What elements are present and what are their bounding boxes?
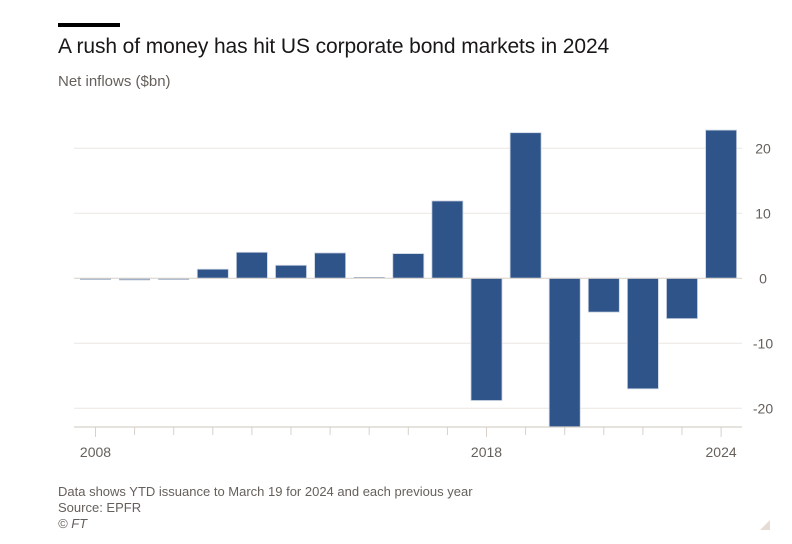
y-tick-label: 20 (755, 140, 771, 156)
y-tick-label: 10 (755, 205, 771, 221)
bar-2011 (196, 268, 229, 279)
copyright: © FT (58, 516, 88, 531)
bar-2009 (119, 278, 151, 281)
x-tick-label: 2024 (706, 444, 737, 460)
y-tick-label: -10 (753, 335, 773, 351)
resize-handle-icon[interactable] (760, 520, 770, 530)
bar-2023 (666, 277, 698, 319)
bar-2022 (627, 277, 659, 390)
bar-2012 (235, 251, 268, 279)
y-tick-label: -20 (753, 400, 773, 416)
footnote: Data shows YTD issuance to March 19 for … (58, 484, 473, 499)
chart-title: A rush of money has hit US corporate bon… (58, 35, 610, 58)
bar-2020 (548, 277, 581, 428)
bar-2018 (470, 277, 503, 401)
bar-2019 (509, 132, 542, 279)
y-tick-label: 0 (759, 270, 767, 286)
x-axis: 2008 2018 2024 (74, 426, 742, 460)
ft-title-rule (58, 23, 120, 27)
bar-2010 (158, 278, 190, 280)
x-tick-label: 2008 (80, 444, 111, 460)
bar-2016 (392, 253, 425, 279)
bar-2013 (275, 264, 307, 279)
y-axis-labels: 20 10 0 -10 -20 (753, 140, 773, 416)
bars (80, 129, 737, 428)
source-note: Source: EPFR (58, 500, 142, 515)
chart-subtitle: Net inflows ($bn) (58, 73, 171, 90)
bar-2008 (80, 278, 111, 280)
x-tick-label: 2018 (471, 444, 502, 460)
bar-2017 (431, 200, 464, 279)
bar-2024 (705, 129, 737, 279)
chart-footer: Data shows YTD issuance to March 19 for … (58, 484, 473, 532)
bar-2015 (353, 277, 385, 279)
bar-2014 (314, 252, 347, 279)
bar-2021 (587, 277, 620, 313)
